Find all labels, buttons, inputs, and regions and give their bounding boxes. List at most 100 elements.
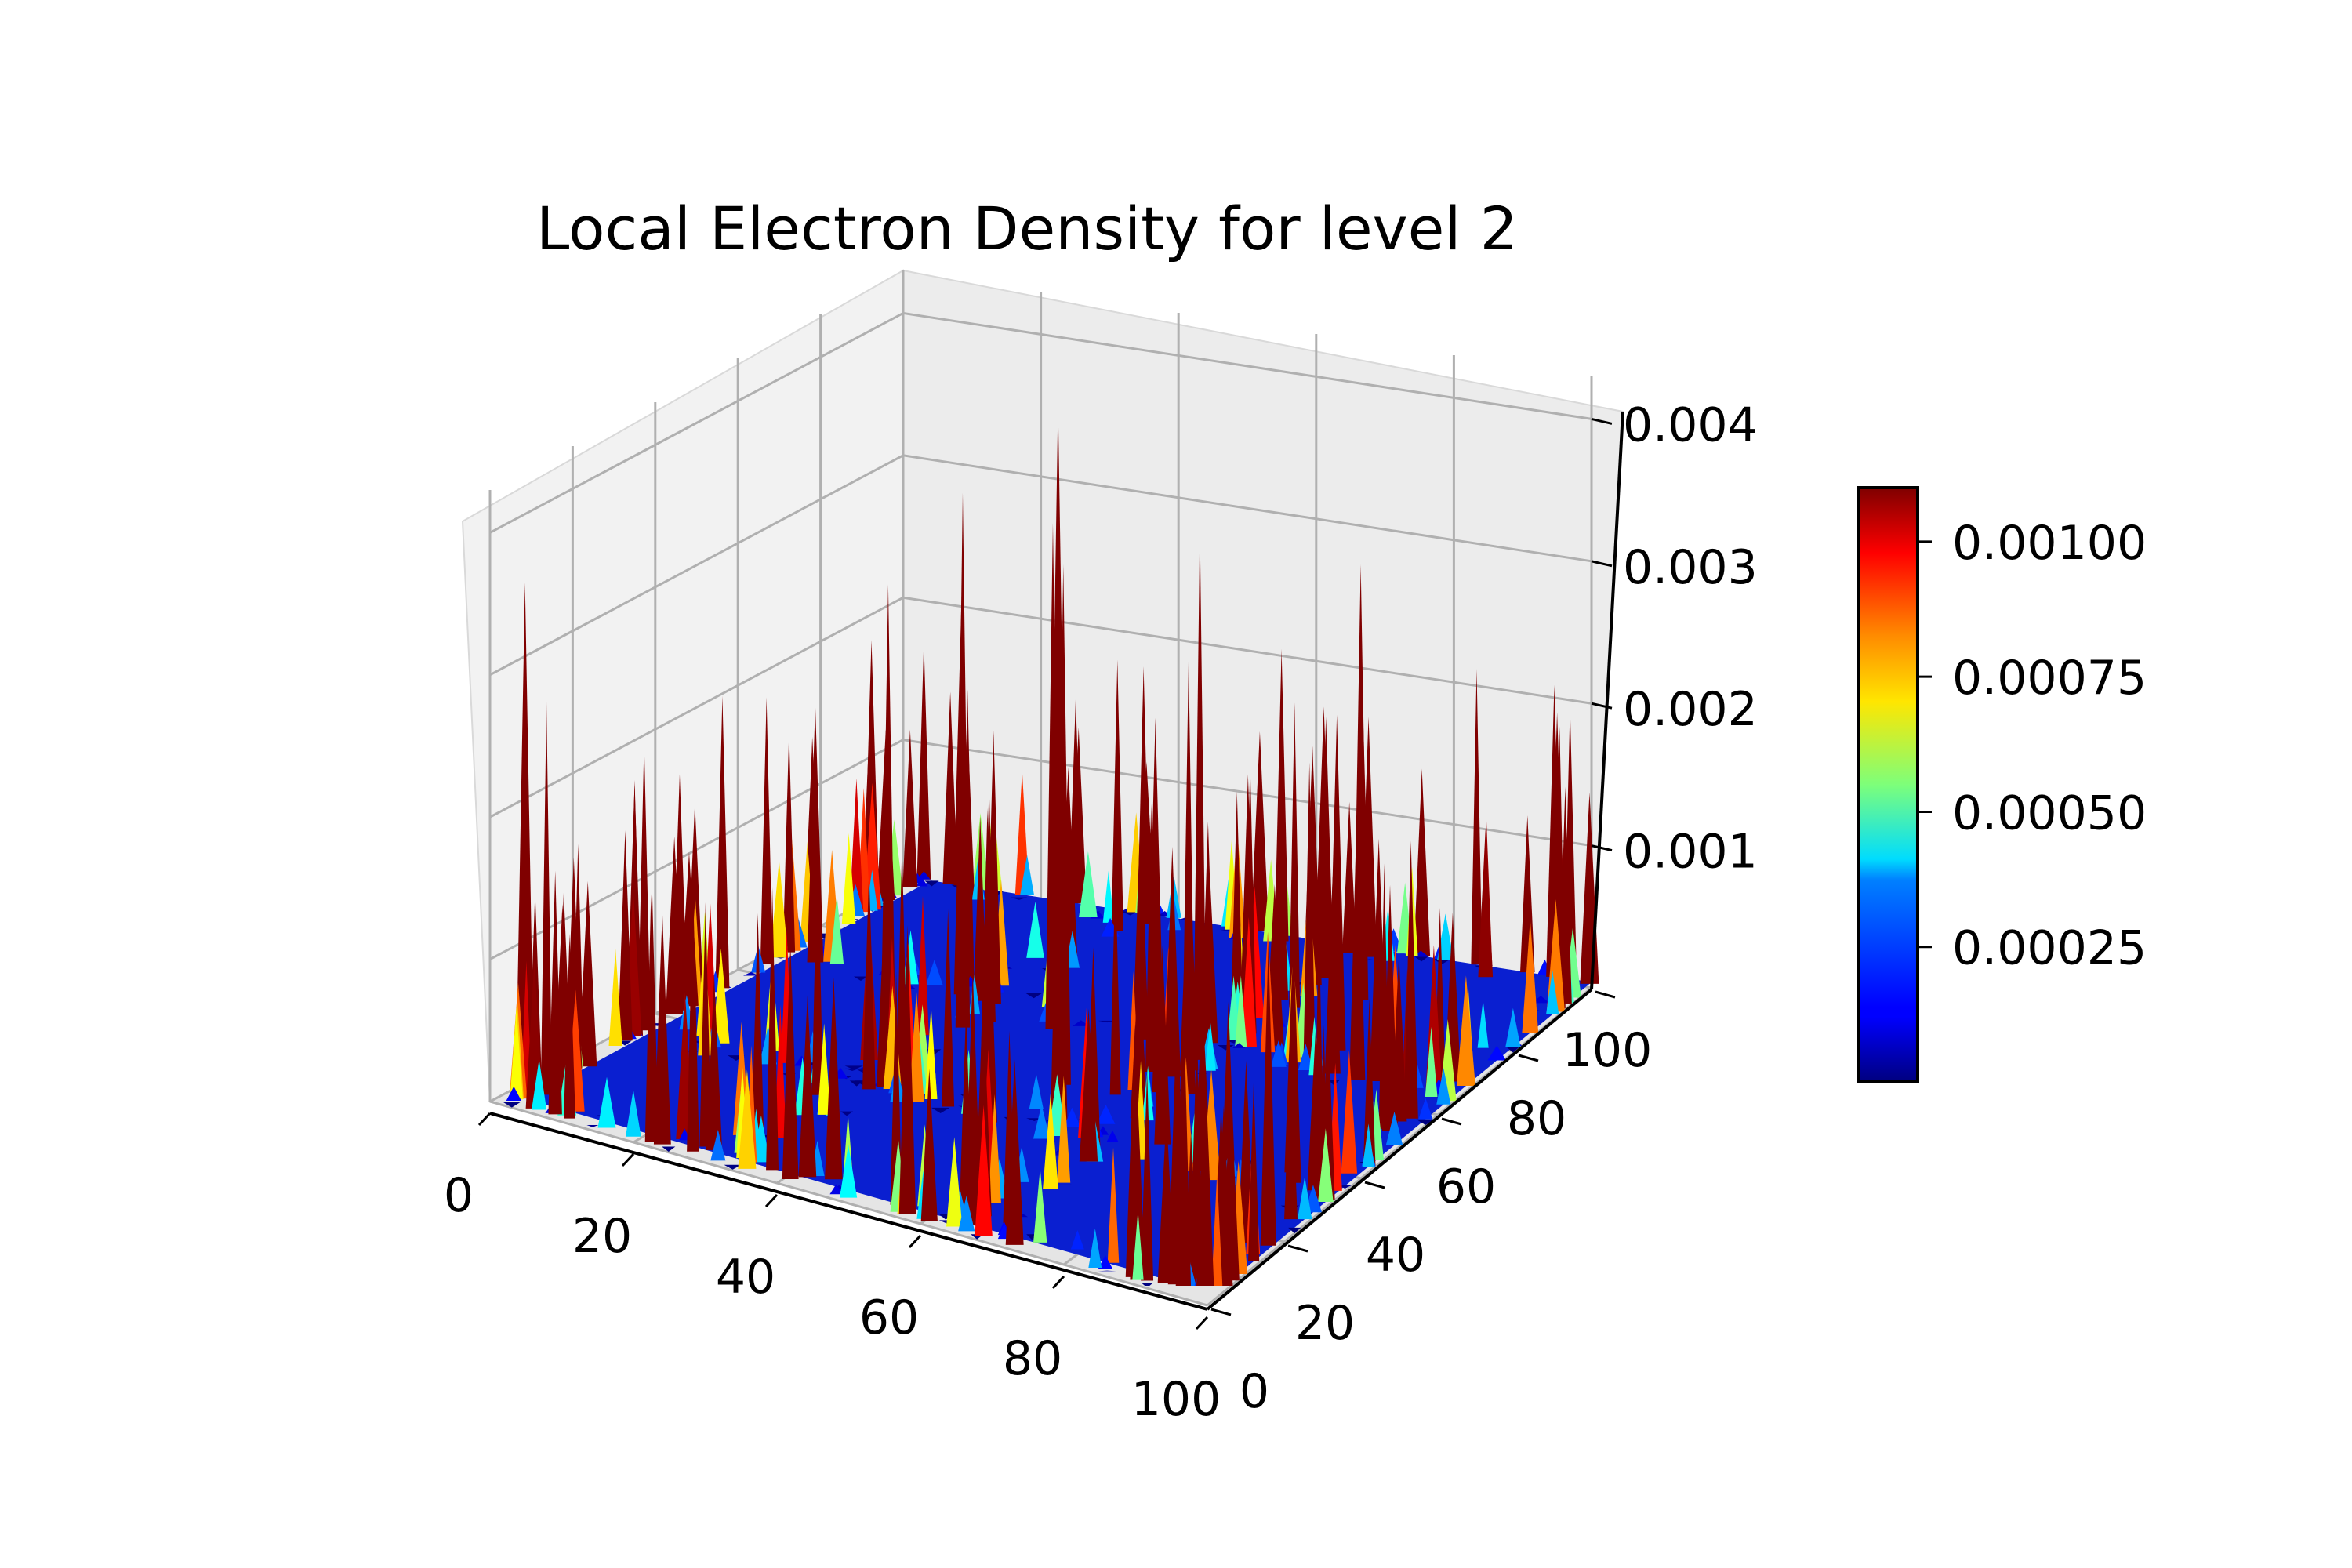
surface-spike xyxy=(1298,1044,1313,1071)
surface-spike xyxy=(1230,791,1243,1023)
surface-spike xyxy=(844,1065,864,1070)
surface-spike xyxy=(924,1006,938,1099)
surface-spike xyxy=(1324,875,1341,1074)
surface-spike xyxy=(1050,771,1068,1121)
surface-spike xyxy=(1026,901,1044,958)
surface-spike xyxy=(931,1107,950,1113)
surface-spike xyxy=(1232,1043,1246,1048)
colorbar-tick-label: 0.00100 xyxy=(1952,516,2147,571)
surface-spike xyxy=(532,1059,547,1110)
surface-spike xyxy=(1120,911,1140,916)
surface-spike xyxy=(1297,1177,1312,1220)
surface-spike xyxy=(1141,1282,1154,1286)
surface-spike xyxy=(1157,1115,1175,1283)
surface-spike xyxy=(1211,1173,1223,1286)
surface-spike xyxy=(1477,1000,1489,1048)
surface-spike xyxy=(1505,1007,1521,1047)
surface-spike xyxy=(924,880,939,887)
surface-spike xyxy=(1145,804,1157,1073)
surface-spike xyxy=(1142,1065,1154,1121)
surface-spike xyxy=(917,871,931,880)
surface-spike xyxy=(637,742,651,1031)
surface-spike xyxy=(1109,869,1121,1095)
surface-spike xyxy=(916,895,929,1036)
surface-spike xyxy=(1132,1210,1144,1280)
surface-spike xyxy=(902,729,918,887)
x-tick-label: 20 xyxy=(572,1209,632,1264)
z-tick-label: 0.004 xyxy=(1623,397,1758,452)
surface-spike xyxy=(1154,945,1171,1145)
surface-spike xyxy=(811,829,823,1095)
colorbar-tick-label: 0.00025 xyxy=(1952,921,2147,976)
surface-spike xyxy=(958,1196,975,1232)
x-tick-mark xyxy=(764,1193,779,1208)
surface-spike xyxy=(1107,1147,1120,1263)
surface-spike xyxy=(925,960,943,985)
surface-spike xyxy=(1289,702,1301,1008)
chart-title: Local Electron Density for level 2 xyxy=(536,194,1518,263)
surface-spike xyxy=(1250,731,1269,931)
z-tick-mark xyxy=(1591,702,1613,710)
x-axis-line xyxy=(489,1112,1208,1311)
surface-spike xyxy=(862,869,876,1090)
surface-spike xyxy=(782,731,796,953)
surface-spike xyxy=(1204,1021,1216,1071)
surface-spike xyxy=(841,833,856,924)
surface-spike xyxy=(752,1115,771,1163)
surface-spike xyxy=(710,1129,726,1161)
surface-spike xyxy=(1193,524,1207,1060)
surface-spike xyxy=(1079,851,1098,918)
y-tick-label: 0 xyxy=(1240,1364,1269,1419)
surface-spike xyxy=(770,860,789,958)
surface-spike xyxy=(1057,1076,1071,1183)
surface-spike xyxy=(597,1076,616,1128)
surface-spike xyxy=(1141,1070,1154,1281)
surface-spike xyxy=(1239,774,1257,1034)
surface-spike xyxy=(1196,1064,1214,1286)
surface-spike xyxy=(829,1184,843,1195)
surface-spike xyxy=(1079,1008,1098,1162)
surface-spike xyxy=(715,695,730,989)
surface-spike xyxy=(1029,1073,1044,1109)
z-tick-label: 0.003 xyxy=(1623,540,1758,595)
x-tick-label: 40 xyxy=(716,1250,775,1305)
y-tick-label: 80 xyxy=(1507,1091,1566,1146)
surface-spike xyxy=(1270,1040,1287,1067)
surface-spike xyxy=(548,870,562,1115)
surface-spike xyxy=(1288,1227,1301,1234)
surface-spike xyxy=(840,1111,854,1116)
surface-spike xyxy=(645,886,659,1142)
surface-spike xyxy=(782,943,799,1179)
surface-spike xyxy=(1096,1104,1116,1124)
surface-spike xyxy=(807,705,824,963)
surface-spike xyxy=(920,1069,938,1221)
surface-spike xyxy=(1416,1119,1435,1126)
surface-spike xyxy=(1132,809,1149,1040)
surface-spike xyxy=(743,971,759,976)
surface-spike xyxy=(1342,801,1357,953)
surface-spike xyxy=(699,902,712,1147)
surface-spike xyxy=(1418,1098,1433,1120)
x-tick-mark xyxy=(621,1152,635,1167)
z-tick-mark xyxy=(1591,844,1613,852)
surface-spike xyxy=(942,909,955,1107)
surface-spike xyxy=(1487,1045,1507,1061)
surface-spike xyxy=(687,882,699,1152)
surface-spike xyxy=(942,691,958,884)
surface-spike xyxy=(1433,959,1451,964)
surface-spike xyxy=(1043,1093,1058,1189)
surface-spike xyxy=(738,1069,757,1169)
y-tick-label: 100 xyxy=(1563,1023,1653,1078)
surface-spike xyxy=(817,1023,831,1115)
surface-spike xyxy=(510,1007,523,1100)
surface-spike xyxy=(845,1068,859,1071)
surface-spike xyxy=(1063,1107,1081,1127)
colorbar: 0.00025 0.00050 0.00075 0.00100 xyxy=(1857,486,2147,1083)
surface-spike xyxy=(1005,1059,1024,1245)
surface-spike xyxy=(1436,1068,1451,1105)
surface-spike xyxy=(540,702,553,1095)
surface-spike xyxy=(506,1086,522,1101)
x-tick-mark xyxy=(477,1112,492,1127)
